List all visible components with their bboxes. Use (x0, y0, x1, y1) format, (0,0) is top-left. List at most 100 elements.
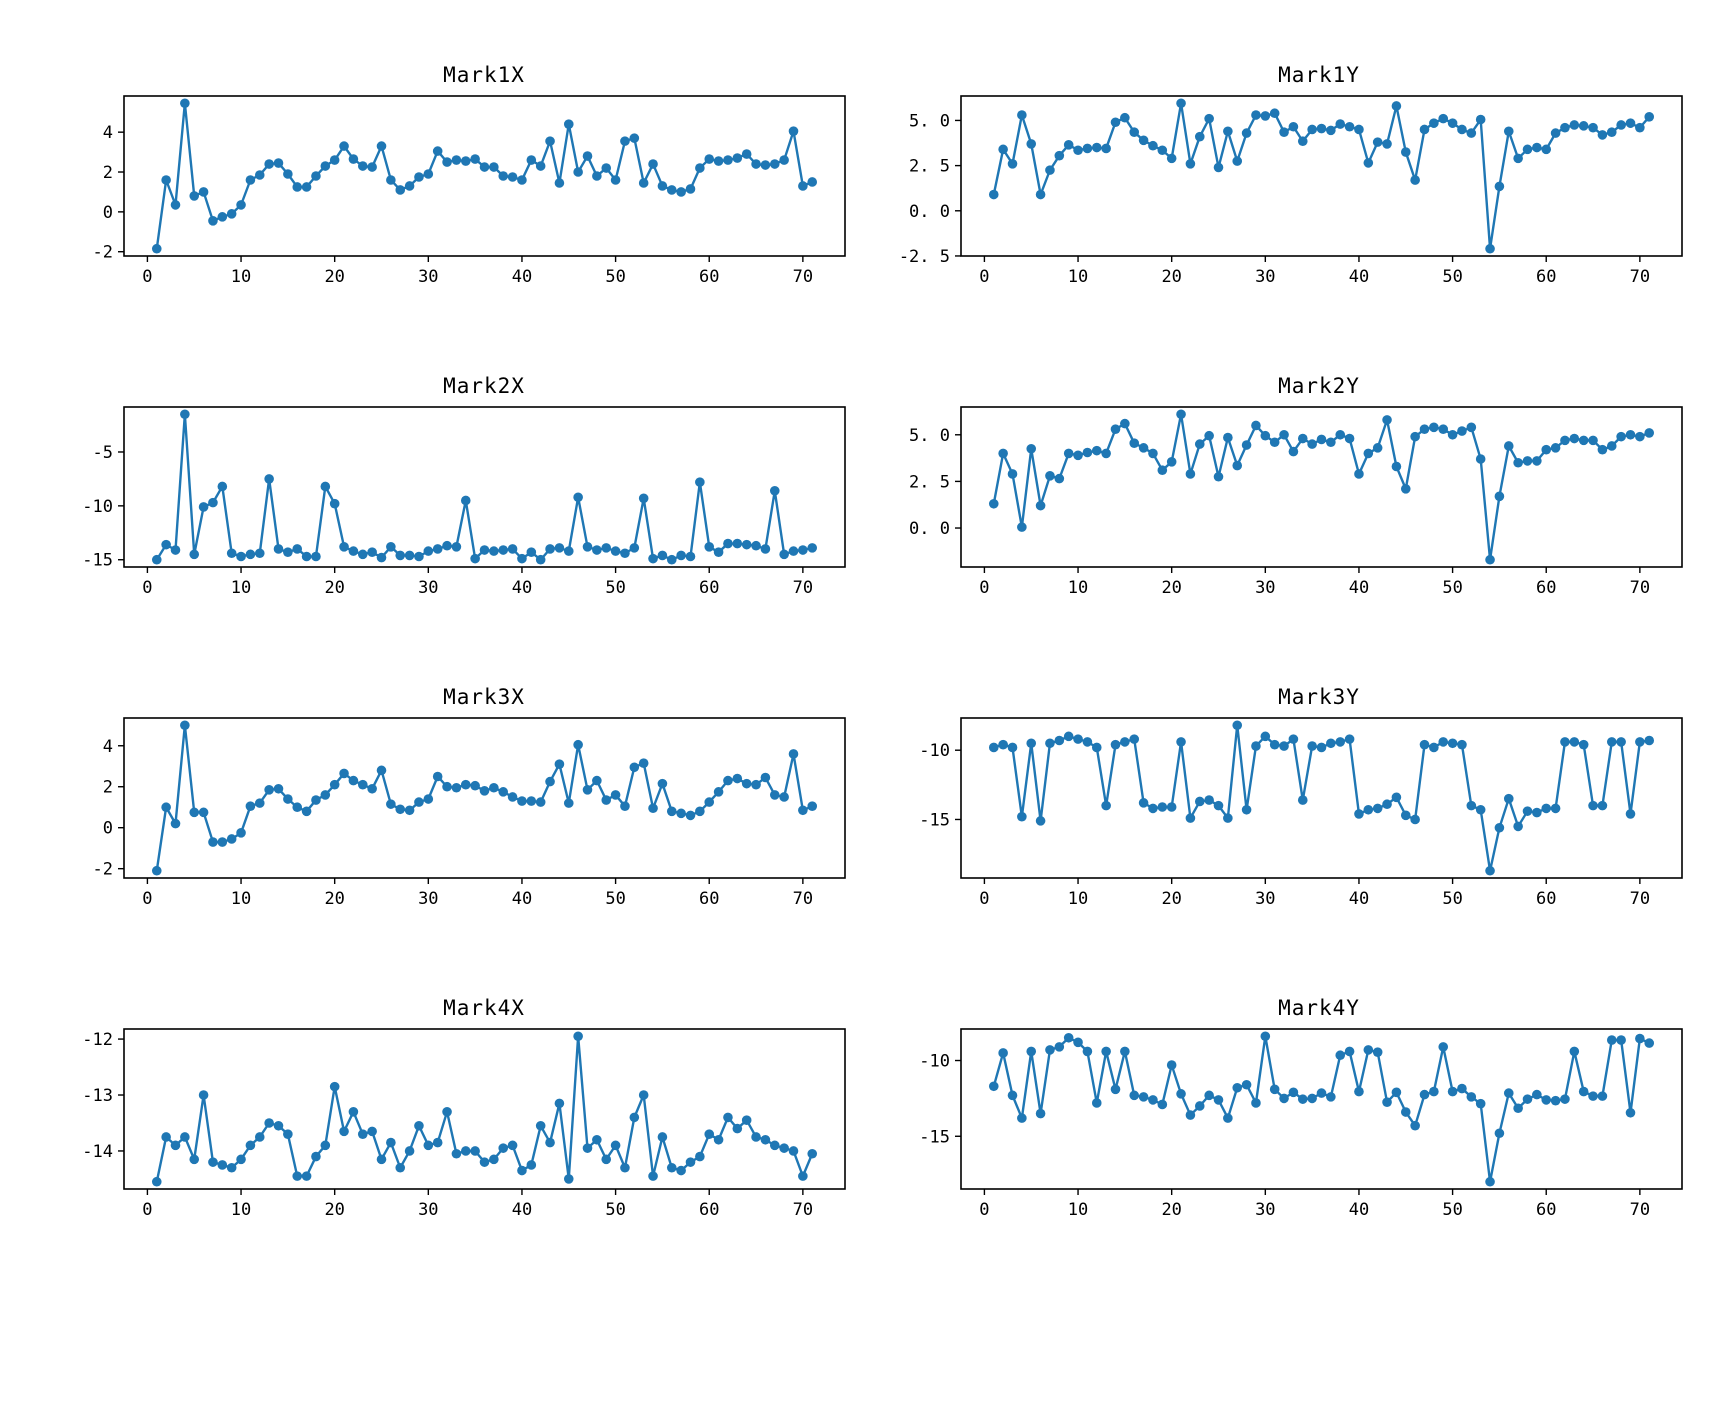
x-tick-label: 70 (793, 267, 813, 287)
data-point (610, 1140, 621, 1151)
data-point (470, 553, 480, 564)
data-point (339, 768, 349, 779)
data-point (638, 1090, 649, 1100)
plot-canvas-mark4x: 0 10 20 30 40 50 60 70 -12 -13 -14 (82, 1028, 846, 1220)
data-point (751, 1132, 761, 1142)
data-point (1035, 816, 1046, 826)
data-point (161, 175, 171, 185)
data-point (254, 1132, 265, 1142)
data-point (545, 776, 555, 787)
data-point (732, 538, 743, 549)
data-point (741, 1115, 752, 1125)
data-point (1578, 1086, 1589, 1097)
data-point (517, 175, 527, 185)
data-point (1241, 128, 1252, 138)
data-point (1513, 821, 1523, 832)
x-tick-label: 70 (1630, 267, 1650, 287)
data-point (535, 1120, 546, 1131)
data-point (1438, 1042, 1449, 1052)
data-point (1335, 1050, 1346, 1061)
data-point (451, 542, 462, 552)
data-point (151, 865, 162, 876)
data-point (470, 1146, 480, 1156)
data-point (1213, 471, 1224, 482)
data-point (1194, 439, 1205, 449)
y-tick-label: -13 (82, 1086, 113, 1106)
data-point (357, 779, 368, 790)
x-tick-label: 0 (979, 578, 989, 598)
data-point (1185, 469, 1196, 479)
axes-frame (960, 95, 1683, 257)
data-point (1363, 448, 1374, 459)
data-point (1148, 803, 1158, 814)
data-point (245, 801, 256, 811)
data-point (489, 1154, 499, 1165)
data-point (657, 1132, 668, 1142)
data-point (1429, 1086, 1439, 1097)
data-point (404, 1146, 415, 1156)
x-tick-label: 20 (1161, 889, 1181, 909)
x-tick-label: 60 (699, 889, 719, 909)
data-point (1007, 1090, 1018, 1101)
data-point (1382, 1097, 1392, 1107)
data-point (1035, 1108, 1046, 1119)
data-point (1419, 124, 1430, 135)
data-point (432, 771, 443, 782)
x-tick-label: 0 (142, 267, 152, 287)
data-point (732, 773, 743, 784)
data-point (1569, 1046, 1580, 1057)
data-point (1204, 430, 1214, 441)
data-point (1447, 738, 1458, 749)
data-point (713, 547, 724, 557)
data-point (1569, 737, 1580, 747)
data-point (1091, 445, 1102, 456)
data-point (723, 155, 733, 165)
data-point (348, 546, 359, 556)
data-point (1569, 120, 1580, 130)
data-point (620, 548, 630, 559)
data-point (348, 775, 359, 786)
data-point (1466, 128, 1477, 138)
data-point (1035, 500, 1046, 511)
data-point (535, 554, 546, 565)
data-point (526, 1160, 537, 1170)
x-tick-label: 30 (418, 578, 438, 598)
data-point (723, 538, 733, 549)
data-point (301, 806, 312, 817)
data-point (273, 783, 284, 794)
data-point (226, 834, 237, 844)
data-point (638, 758, 649, 768)
data-point (1354, 469, 1364, 479)
plot-title-mark4x: Mark4X (443, 996, 525, 1020)
y-tick-label: -15 (82, 551, 113, 571)
data-point (1344, 433, 1355, 444)
data-point (1635, 431, 1645, 442)
data-point (264, 159, 274, 169)
data-point (254, 170, 265, 180)
data-point (1354, 809, 1364, 819)
x-tick-label: 70 (1630, 1200, 1650, 1220)
data-point (1316, 742, 1327, 753)
data-point (1597, 1091, 1608, 1101)
data-point (1550, 803, 1561, 814)
data-point (442, 781, 452, 792)
data-point (1279, 127, 1289, 137)
data-point (601, 163, 612, 173)
data-point (1223, 1113, 1233, 1123)
data-series-line (155, 413, 814, 561)
data-point (1541, 144, 1552, 155)
data-point (535, 161, 546, 171)
data-point (1466, 1092, 1477, 1102)
data-point (998, 448, 1008, 459)
data-point (498, 545, 509, 555)
data-point (648, 553, 658, 564)
data-point (620, 801, 630, 811)
data-point (1213, 162, 1224, 173)
data-point (151, 1176, 162, 1187)
data-point (395, 804, 406, 815)
data-point (788, 1146, 799, 1156)
data-point (1382, 799, 1392, 810)
data-point (1382, 139, 1392, 149)
data-point (1363, 1045, 1374, 1055)
